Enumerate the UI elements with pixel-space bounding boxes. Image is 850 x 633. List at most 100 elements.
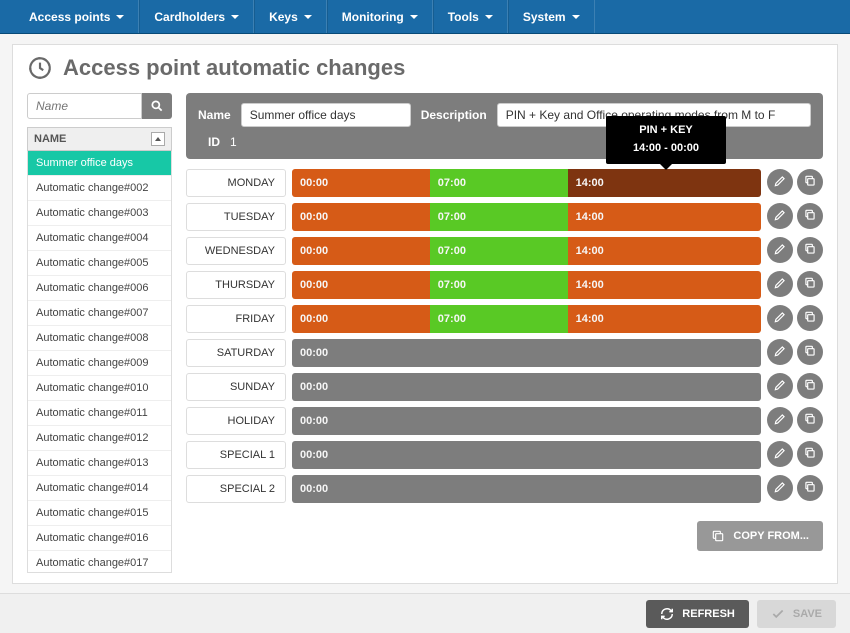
day-label: SPECIAL 2 [186,475,286,503]
nav-item-monitoring[interactable]: Monitoring [327,0,433,33]
list-item[interactable]: Automatic change#003 [28,201,171,226]
segments[interactable]: 00:0007:0014:00 [292,305,761,333]
segment[interactable]: 00:00 [292,237,430,265]
sidebar-list[interactable]: Summer office daysAutomatic change#002Au… [27,151,172,573]
copy-button[interactable] [797,475,823,501]
nav-item-cardholders[interactable]: Cardholders [139,0,254,33]
copy-from-button[interactable]: COPY FROM... [697,521,823,551]
list-item[interactable]: Automatic change#017 [28,551,171,573]
main-columns: NAME Summer office daysAutomatic change#… [27,93,823,573]
copy-button[interactable] [797,305,823,331]
segment[interactable]: 07:00 [430,271,568,299]
pencil-icon [773,242,787,259]
segment[interactable]: 14:00 [568,305,761,333]
segments[interactable]: 00:00 [292,441,761,469]
refresh-button[interactable]: REFRESH [646,600,749,628]
list-item[interactable]: Automatic change#002 [28,176,171,201]
list-item[interactable]: Automatic change#004 [28,226,171,251]
nav-item-access-points[interactable]: Access points [15,0,139,33]
segment[interactable]: 07:00 [430,203,568,231]
segment[interactable]: 00:00 [292,169,430,197]
segment[interactable]: 07:00 [430,169,568,197]
list-item[interactable]: Automatic change#011 [28,401,171,426]
copy-button[interactable] [797,203,823,229]
edit-button[interactable] [767,373,793,399]
list-item[interactable]: Automatic change#016 [28,526,171,551]
segment[interactable]: 00:00 [292,441,761,469]
name-input[interactable] [241,103,411,127]
copy-button[interactable] [797,237,823,263]
row-actions [767,305,823,333]
pencil-icon [773,310,787,327]
list-item[interactable]: Automatic change#009 [28,351,171,376]
save-button[interactable]: SAVE [757,600,836,628]
copy-button[interactable] [797,339,823,365]
nav-item-keys[interactable]: Keys [254,0,327,33]
segment[interactable]: 14:00 [568,169,761,197]
segment[interactable]: 14:00 [568,237,761,265]
segment[interactable]: 00:00 [292,305,430,333]
list-item[interactable]: Automatic change#006 [28,276,171,301]
nav-item-tools[interactable]: Tools [433,0,508,33]
segments[interactable]: 00:0007:0014:00 [292,237,761,265]
segments[interactable]: 00:0007:0014:00 [292,169,761,197]
copy-button[interactable] [797,407,823,433]
segment[interactable]: 14:00 [568,203,761,231]
edit-button[interactable] [767,305,793,331]
search-button[interactable] [142,93,172,119]
segment[interactable]: 00:00 [292,475,761,503]
segment[interactable]: 07:00 [430,305,568,333]
segments[interactable]: 00:00 [292,373,761,401]
edit-button[interactable] [767,475,793,501]
segment[interactable]: 00:00 [292,339,761,367]
list-header-label: NAME [34,133,66,145]
edit-button[interactable] [767,237,793,263]
list-item[interactable]: Automatic change#013 [28,451,171,476]
list-item[interactable]: Summer office days [28,151,171,176]
caret-up-icon [155,137,161,141]
list-header[interactable]: NAME [27,127,172,151]
pencil-icon [773,378,787,395]
segments[interactable]: 00:00 [292,339,761,367]
segments[interactable]: 00:0007:0014:00 [292,203,761,231]
main-panel[interactable]: Name Description ID 1 MONDAY00:0007:0014… [186,93,823,573]
copy-button[interactable] [797,441,823,467]
schedule-row: SUNDAY00:00 [186,373,823,401]
segment[interactable]: 00:00 [292,373,761,401]
page-title: Access point automatic changes [63,55,405,81]
copy-icon [803,412,817,429]
copy-button[interactable] [797,271,823,297]
list-item[interactable]: Automatic change#010 [28,376,171,401]
list-item[interactable]: Automatic change#008 [28,326,171,351]
edit-button[interactable] [767,271,793,297]
pencil-icon [773,174,787,191]
day-label: SUNDAY [186,373,286,401]
segment[interactable]: 00:00 [292,407,761,435]
edit-button[interactable] [767,441,793,467]
segment[interactable]: 00:00 [292,203,430,231]
segments[interactable]: 00:00 [292,407,761,435]
list-item[interactable]: Automatic change#015 [28,501,171,526]
day-label: SATURDAY [186,339,286,367]
list-item[interactable]: Automatic change#014 [28,476,171,501]
list-item[interactable]: Automatic change#007 [28,301,171,326]
search-row [27,93,172,119]
nav-item-system[interactable]: System [508,0,595,33]
sort-button[interactable] [151,132,165,146]
list-item[interactable]: Automatic change#012 [28,426,171,451]
segment[interactable]: 07:00 [430,237,568,265]
copy-button[interactable] [797,373,823,399]
segment[interactable]: 14:00 [568,271,761,299]
search-input[interactable] [27,93,142,119]
segments[interactable]: 00:0007:0014:00 [292,271,761,299]
copy-button[interactable] [797,169,823,195]
edit-button[interactable] [767,339,793,365]
segment[interactable]: 00:00 [292,271,430,299]
edit-button[interactable] [767,407,793,433]
segments[interactable]: 00:00 [292,475,761,503]
list-item[interactable]: Automatic change#005 [28,251,171,276]
caret-down-icon [304,15,312,19]
edit-button[interactable] [767,203,793,229]
schedule-row: SATURDAY00:00 [186,339,823,367]
edit-button[interactable] [767,169,793,195]
